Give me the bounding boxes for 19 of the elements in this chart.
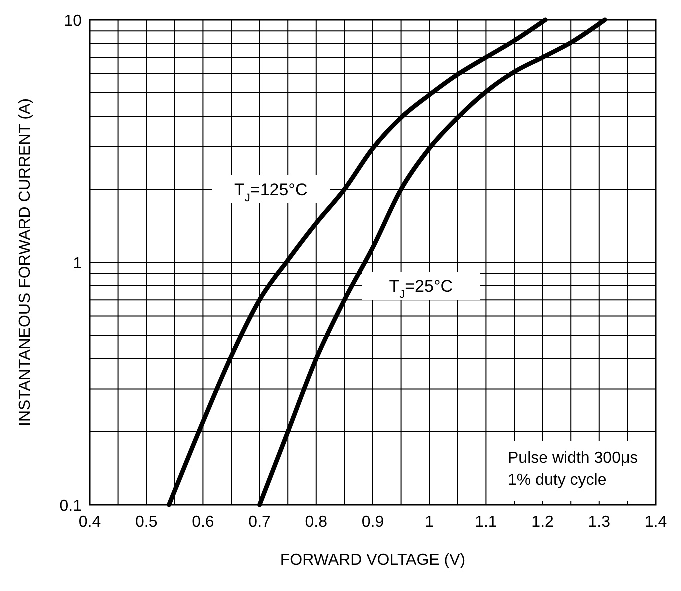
y-tick-label: 0.1 [60,498,82,515]
x-tick-label: 0.6 [192,514,214,531]
series-label: T$_{J}$=25°C [389,277,454,301]
x-tick-label: 1.3 [588,514,611,531]
y-axis-title: INSTANTANEOUS FORWARD CURRENT (A) [17,98,34,427]
x-tick-label: 1.4 [644,514,668,531]
x-tick-label: 0.8 [305,514,328,531]
x-tick-label: 1 [425,514,434,531]
y-tick-label: 10 [64,13,82,30]
x-tick-label: 0.4 [78,514,102,531]
x-tick-label: 1.1 [475,514,498,531]
x-axis-title: FORWARD VOLTAGE (V) [280,552,466,569]
series-label: T$_{J}$=125°C [234,180,308,204]
x-tick-label: 1.2 [532,514,554,531]
x-tick-label: 0.9 [362,514,384,531]
x-tick-label: 0.5 [135,514,158,531]
annotation: Pulse width 300μs 1% duty cycle [508,450,638,489]
y-tick-label: 1 [73,256,82,272]
x-tick-label: 0.7 [248,514,272,531]
